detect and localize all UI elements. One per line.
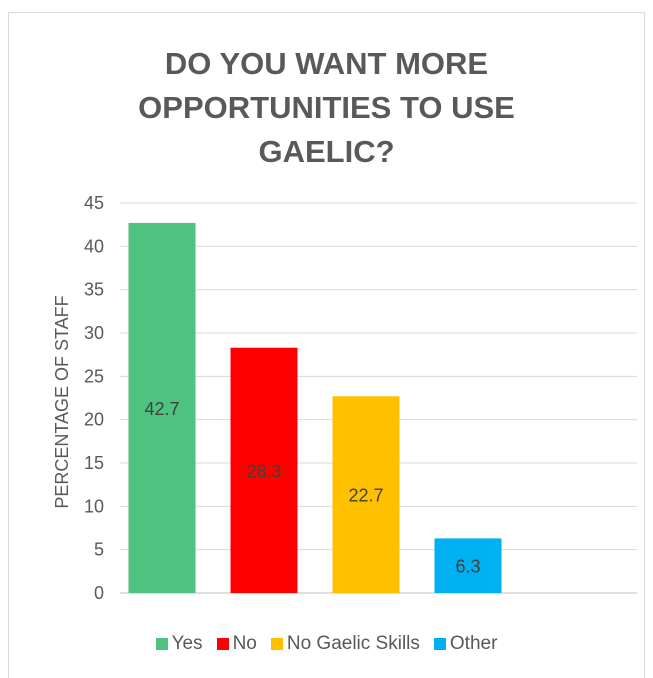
y-tick-label: 5 — [94, 540, 104, 560]
chart-title-line-2: OPPORTUNITIES TO USE — [138, 90, 515, 125]
y-tick-label: 0 — [94, 583, 104, 603]
y-axis-ticks: 0 5 10 15 20 25 30 35 40 45 — [84, 193, 104, 603]
data-label: 42.7 — [144, 399, 179, 419]
y-tick-label: 40 — [84, 236, 104, 256]
legend-swatch — [216, 638, 229, 650]
y-tick-label: 35 — [84, 280, 104, 300]
bar-yes — [128, 222, 196, 593]
legend-item: Yes — [155, 633, 203, 655]
legend-label: No Gaelic Skills — [286, 633, 420, 654]
bar-other — [434, 538, 502, 593]
chart-title-line-1: DO YOU WANT MORE — [164, 46, 489, 81]
legend-swatch — [155, 638, 168, 650]
legend-item: No Gaelic Skills — [270, 633, 420, 655]
y-tick-label: 45 — [84, 193, 104, 213]
legend-label: Yes — [171, 633, 203, 654]
legend-item: No — [216, 633, 257, 655]
bars — [128, 222, 502, 593]
legend-swatch — [433, 638, 446, 650]
bar-no — [230, 347, 298, 593]
chart-title: DO YOU WANT MORE OPPORTUNITIES TO USE GA… — [0, 42, 653, 174]
y-tick-label: 20 — [84, 410, 104, 430]
chart-frame — [8, 12, 645, 678]
y-tick-label: 10 — [84, 496, 104, 516]
data-labels: 42.7 28.3 22.7 6.3 — [144, 399, 480, 577]
data-label: 22.7 — [348, 486, 383, 506]
legend: Yes No No Gaelic Skills Other — [0, 633, 653, 655]
legend-label: No — [232, 633, 257, 654]
data-label: 28.3 — [246, 461, 281, 481]
legend-swatch — [270, 638, 283, 650]
y-tick-label: 30 — [84, 323, 104, 343]
y-tick-label: 15 — [84, 453, 104, 473]
legend-label: Other — [449, 633, 498, 654]
data-label: 6.3 — [455, 557, 480, 577]
y-axis-label: PERCENTAGE OF STAFF — [52, 295, 72, 508]
legend-item: Other — [433, 633, 498, 655]
bar-no-gaelic-skills — [332, 396, 400, 593]
y-tick-label: 25 — [84, 366, 104, 386]
chart-title-line-3: GAELIC? — [258, 134, 395, 169]
